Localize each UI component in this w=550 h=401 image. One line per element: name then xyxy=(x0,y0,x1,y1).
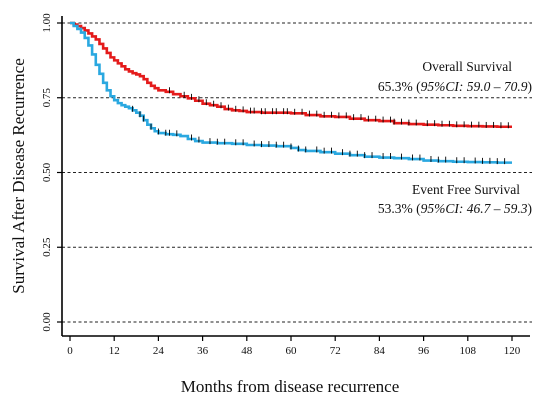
x-tick-label: 60 xyxy=(286,345,298,357)
series-group xyxy=(70,21,512,164)
efs-close-text: ) xyxy=(528,201,533,216)
os-annotation-name: Overall Survival xyxy=(422,59,512,74)
x-axis-title: Months from disease recurrence xyxy=(181,377,400,396)
series-line-os xyxy=(70,21,512,129)
y-tick-label: 0.25 xyxy=(41,237,53,257)
efs-annotation-value: 53.3% (95%CI: 46.7 – 59.3) xyxy=(378,201,532,216)
x-tick-label: 84 xyxy=(374,345,386,357)
os-value-text: 65.3% ( xyxy=(378,79,421,94)
y-axis-title: Survival After Disease Recurrence xyxy=(9,58,28,294)
os-annotation-value: 65.3% (95%CI: 59.0 – 70.9) xyxy=(378,79,532,94)
y-tick-label: 0.50 xyxy=(41,162,53,182)
x-tick-label: 108 xyxy=(460,345,477,357)
os-close-text: ) xyxy=(528,79,533,94)
y-tick-label: 0.75 xyxy=(41,88,53,108)
grid-lines xyxy=(62,22,532,323)
os-ci-text: 95%CI: 59.0 – 70.9 xyxy=(421,79,528,94)
y-tick-label: 1.00 xyxy=(41,13,53,33)
x-tick-label: 0 xyxy=(67,345,73,357)
x-tick-label: 48 xyxy=(241,345,253,357)
efs-value-text: 53.3% ( xyxy=(378,201,421,216)
x-ticks: 0 12 24 36 48 60 72 84 96 108 120 xyxy=(67,336,521,357)
y-ticks: 0.00 0.25 0.50 0.75 1.00 xyxy=(41,13,62,332)
x-tick-label: 12 xyxy=(109,345,120,357)
y-tick-label: 0.00 xyxy=(41,312,53,332)
x-tick-label: 120 xyxy=(504,345,521,357)
x-tick-label: 72 xyxy=(330,345,341,357)
efs-annotation-name: Event Free Survival xyxy=(412,182,520,197)
x-tick-label: 96 xyxy=(418,345,430,357)
series-line-efs xyxy=(70,21,512,164)
axes xyxy=(61,16,530,337)
x-tick-label: 36 xyxy=(197,345,209,357)
efs-ci-text: 95%CI: 46.7 – 59.3 xyxy=(421,201,528,216)
censor-marks xyxy=(132,87,509,165)
x-tick-label: 24 xyxy=(153,345,165,357)
